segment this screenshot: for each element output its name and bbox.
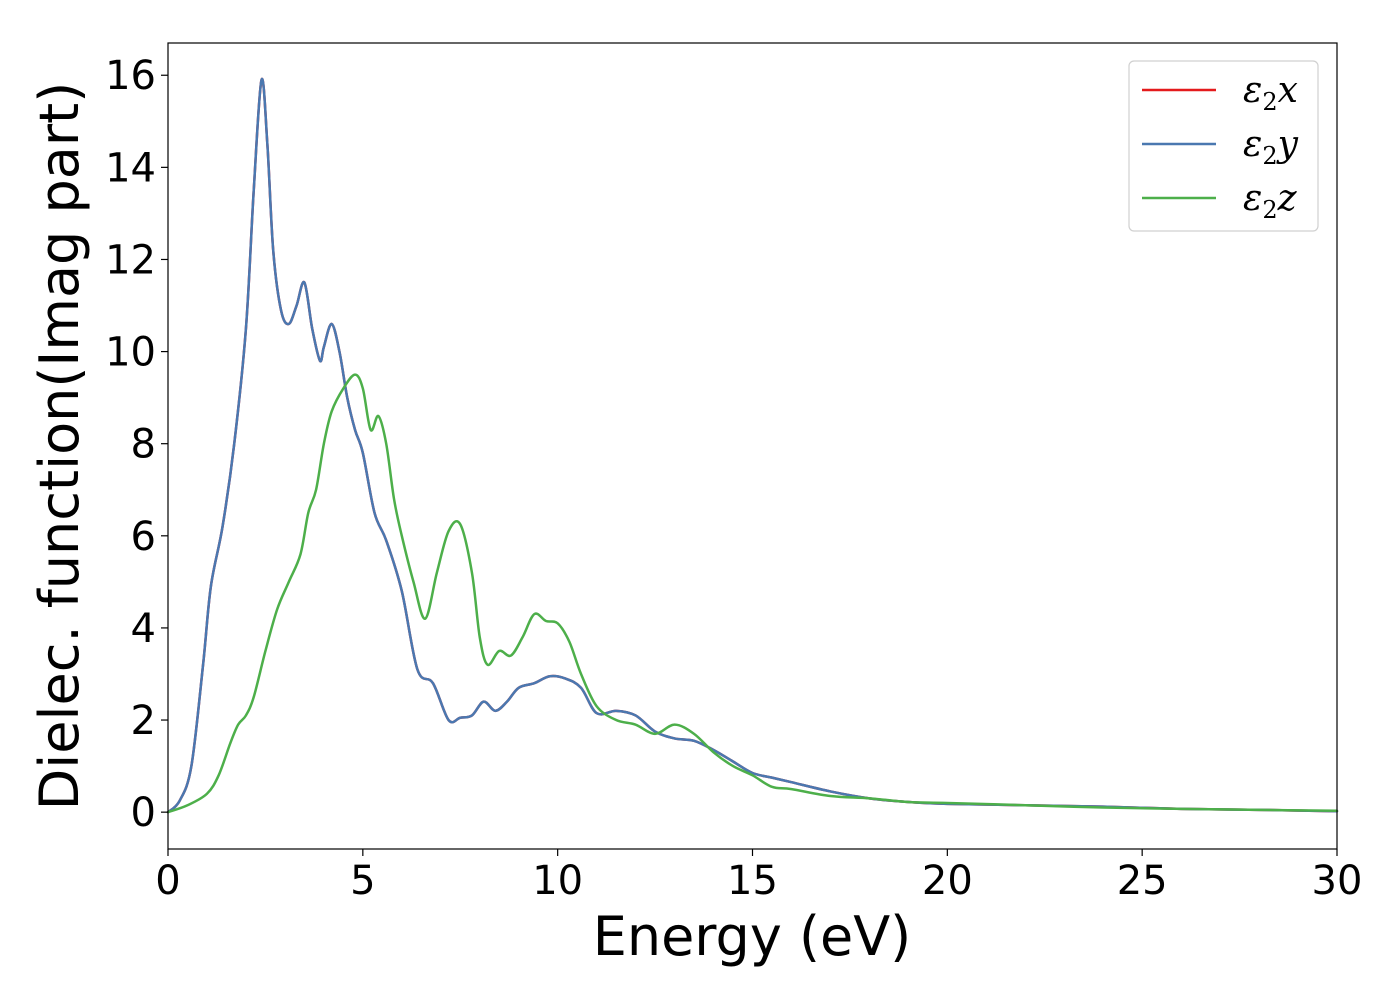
legend: ε2x ε2y ε2z [1128,60,1319,232]
y-tick-label: 0 [131,790,156,836]
x-tick-label: 5 [350,858,375,904]
x-tick-label: 20 [922,858,973,904]
x-tick-label: 30 [1312,858,1363,904]
legend-box [1128,60,1319,232]
y-tick-label: 16 [105,53,156,99]
x-tick-label: 25 [1117,858,1168,904]
x-tick-label: 0 [155,858,180,904]
y-tick-label: 14 [105,145,156,191]
legend-label-z: ε2z [1243,178,1298,224]
y-tick-label: 2 [131,698,156,744]
x-ticks: 0 5 10 15 20 25 30 [155,849,1362,904]
x-axis-label: Energy (eV) [593,905,912,968]
x-tick-label: 10 [532,858,583,904]
y-axis-label: Dielec. function(Imag part) [28,82,91,811]
x-tick-label: 15 [727,858,778,904]
plot-frame [167,42,1338,850]
legend-label-y: ε2y [1243,124,1299,170]
y-ticks: 0 2 4 6 8 10 12 14 16 [105,53,168,836]
legend-label-x: ε2x [1243,70,1298,116]
series-layer [166,77,1339,814]
y-tick-label: 6 [131,514,156,560]
series-line-z [166,373,1339,814]
y-tick-label: 10 [105,330,156,376]
y-tick-label: 8 [131,422,156,468]
series-line-y [166,77,1339,814]
y-tick-label: 12 [105,237,156,283]
y-tick-label: 4 [131,606,156,652]
